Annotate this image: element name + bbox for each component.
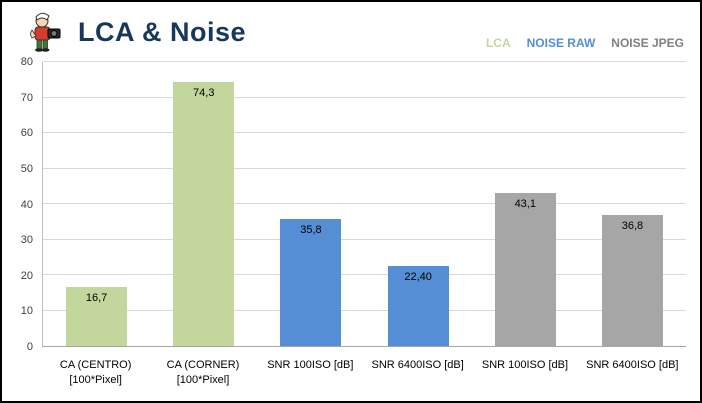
y-axis-tick-label: 20 xyxy=(20,269,33,282)
chart-legend: LCA NOISE RAW NOISE JPEG xyxy=(486,36,684,50)
bar: 36,8 xyxy=(601,215,663,346)
chart-header: LCA & Noise xyxy=(28,12,246,52)
x-axis-category-label: CA (CENTRO) [100*Pixel] xyxy=(59,359,132,386)
gridline xyxy=(43,238,686,240)
bar-slot: 43,1 xyxy=(472,62,579,346)
y-axis-tick-label: 70 xyxy=(20,91,33,104)
y-axis-tick-label: 10 xyxy=(20,305,33,318)
gridline xyxy=(43,96,686,98)
y-axis-tick-label: 30 xyxy=(20,234,33,247)
bar-slot: 35,8 xyxy=(257,62,364,346)
bar-slot: 74,3 xyxy=(150,62,257,346)
bar-slot: 36,8 xyxy=(579,62,686,346)
bar: 16,7 xyxy=(66,286,128,346)
bar-slot: 16,7 xyxy=(43,62,150,346)
gridline xyxy=(43,203,686,204)
x-axis-labels: CA (CENTRO) [100*Pixel] CA (CORNER) [100*… xyxy=(42,351,686,395)
bar-value-label: 43,1 xyxy=(514,198,536,210)
bar-value-label: 36,8 xyxy=(621,220,644,233)
gridline xyxy=(43,309,686,311)
bar-slot: 22,40 xyxy=(365,62,472,346)
bar: 35,8 xyxy=(280,218,342,346)
gridline xyxy=(43,167,686,169)
x-axis-category-label: SNR 6400ISO [dB] xyxy=(371,359,464,371)
chart: 0 10 20 30 40 50 60 70 80 16,7 74,3 35,8 22,40 43,1 3… xyxy=(10,56,686,395)
mascot-logo-icon xyxy=(30,12,61,52)
legend-item: NOISE JPEG xyxy=(611,36,684,50)
y-axis-tick-label: 50 xyxy=(20,162,33,175)
plot-area: 16,7 74,3 35,8 22,40 43,1 36,8 xyxy=(42,61,686,347)
y-axis-tick-label: 40 xyxy=(20,198,33,211)
y-axis-tick-label: 60 xyxy=(20,127,33,140)
bar-value-label: 16,7 xyxy=(85,291,108,304)
bar: 74,3 xyxy=(173,82,235,346)
y-axis-tick-label: 0 xyxy=(26,341,33,353)
bar-value-label: 35,8 xyxy=(300,223,322,236)
gridline xyxy=(43,61,686,62)
x-axis-category-label: SNR 100ISO [dB] xyxy=(267,359,354,371)
bar-value-label: 22,40 xyxy=(404,271,432,284)
y-axis-tick-label: 80 xyxy=(20,56,33,68)
x-axis-category-label: CA (CORNER) [100*Pixel] xyxy=(166,359,240,386)
x-axis-category-label: SNR 6400ISO [dB] xyxy=(586,359,679,371)
bars-container: 16,7 74,3 35,8 22,40 43,1 36,8 xyxy=(43,62,686,346)
gridline xyxy=(43,274,686,275)
gridline xyxy=(43,132,686,133)
y-axis-labels: 0 10 20 30 40 50 60 70 80 xyxy=(10,56,38,353)
bar-value-label: 74,3 xyxy=(193,87,215,100)
legend-item: NOISE RAW xyxy=(526,36,596,50)
page-title: LCA & Noise xyxy=(78,16,247,47)
legend-item: LCA xyxy=(485,36,511,50)
bar: 22,40 xyxy=(387,266,449,346)
x-axis-category-label: SNR 100ISO [dB] xyxy=(481,359,569,371)
bar: 43,1 xyxy=(494,193,556,346)
